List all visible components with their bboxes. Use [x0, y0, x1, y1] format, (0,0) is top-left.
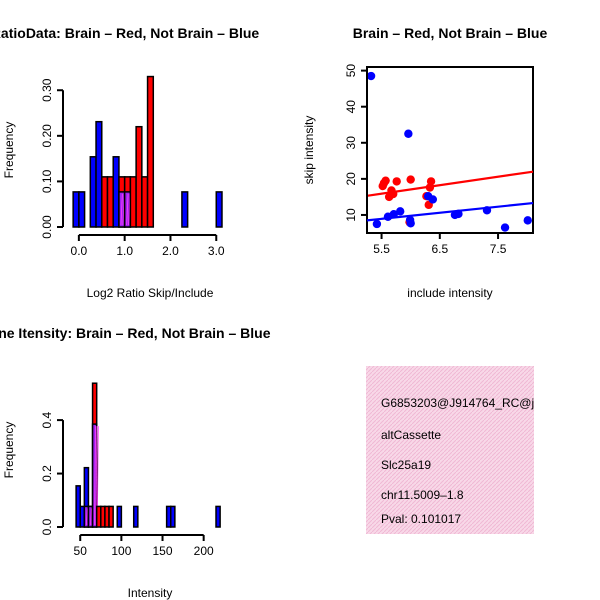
scatter-point-notbrain [454, 209, 463, 219]
intensity-histogram-bars [75, 382, 221, 528]
scatter-point-notbrain [389, 210, 398, 219]
ratio-bar-brain [101, 176, 109, 228]
intensity-y-tick-label: 0.0 [40, 518, 54, 535]
scatter-ylabel: skip intensity [302, 116, 316, 185]
intensity-histogram-xlabel: Intensity [128, 586, 173, 600]
ratio-overlap-hatch [126, 193, 129, 226]
ratio-y-tick-label: 0.10 [40, 169, 54, 193]
scatter-y-tick-label: 50 [344, 64, 358, 78]
intensity-bar-notbrain [132, 505, 139, 528]
ratio-bar-brain [141, 176, 149, 228]
intensity-y-tick-label: 0.4 [40, 411, 54, 428]
ratio-histogram-panel: RatioData: Brain – Red, Not Brain – Blue… [0, 25, 259, 300]
info-location: chr11.5009–1.8 [381, 488, 464, 502]
ratio-bar-brain [146, 75, 155, 228]
info-panel-background [366, 366, 534, 534]
info-probe-id: G6853203@J914764_RC@j_at [381, 396, 551, 410]
scatter-point-brain [426, 177, 436, 186]
ratio-histogram-title: RatioData: Brain – Red, Not Brain – Blue [0, 25, 259, 41]
scatter-xlabel: include intensity [407, 286, 492, 300]
scatter-x-tick-label: 5.5 [373, 242, 390, 256]
ratio-bar-brain [135, 125, 143, 228]
intensity-histogram-ylabel: Frequency [2, 422, 16, 479]
info-event-type: altCassette [381, 428, 441, 442]
ratio-histogram-axes: 0.0 1.0 2.0 3.0 0.00 0.10 0.20 0.30 [40, 78, 225, 258]
scatter-point-brain [406, 175, 415, 184]
ratio-histogram-ylabel: Frequency [2, 122, 16, 179]
scatter-y-tick-label: 10 [344, 208, 358, 222]
intensity-x-tick-label: 200 [194, 544, 214, 558]
intensity-x-tick-label: 100 [111, 544, 131, 558]
scatter-point-notbrain [482, 206, 492, 215]
scatter-point-notbrain [523, 216, 532, 225]
intensity-x-tick-label: 50 [74, 544, 88, 558]
scatter-axes: 5.5 6.5 7.5 10 20 30 40 50 [344, 64, 507, 256]
ratio-bar-notbrain [112, 156, 120, 228]
intensity-histogram-title: Gene Itensity: Brain – Red, Not Brain – … [0, 325, 271, 341]
ratio-x-tick-label: 3.0 [208, 244, 225, 258]
ratio-bar-notbrain [78, 191, 86, 228]
scatter-y-tick-label: 30 [344, 136, 358, 150]
intensity-bar-notbrain [170, 505, 176, 528]
scatter-plot-frame [366, 66, 534, 234]
ratio-y-tick-label: 0.20 [40, 124, 54, 148]
intensity-histogram-panel: Gene Itensity: Brain – Red, Not Brain – … [0, 325, 271, 600]
ratio-overlap-hatch [120, 193, 123, 226]
scatter-point-brain [381, 176, 390, 185]
intensity-bar-brain [108, 505, 114, 528]
info-pval: Pval: 0.101017 [381, 512, 461, 526]
scatter-point-brain [389, 189, 398, 199]
scatter-title: Brain – Red, Not Brain – Blue [353, 25, 548, 41]
intensity-histogram-axes: 50 100 150 200 0.0 0.2 0.4 [40, 411, 214, 558]
scatter-x-tick-label: 7.5 [490, 242, 507, 256]
ratio-bar-notbrain [215, 191, 223, 228]
ratio-bar-notbrain [95, 120, 103, 228]
intensity-bar-notbrain [215, 505, 221, 528]
scatter-y-tick-label: 20 [344, 172, 358, 186]
intensity-x-tick-label: 150 [153, 544, 173, 558]
ratio-bar-brain [106, 176, 114, 228]
scatter-point-notbrain [396, 207, 405, 216]
scatter-points [366, 71, 532, 232]
scatter-point-brain [392, 177, 401, 186]
scatter-point-notbrain [404, 129, 413, 138]
intensity-y-tick-label: 0.2 [40, 465, 54, 482]
scatter-x-tick-label: 6.5 [431, 242, 448, 256]
scatter-point-notbrain [406, 219, 415, 228]
intensity-overlap-hatch [85, 508, 88, 526]
ratio-bar-notbrain [89, 156, 97, 228]
ratio-histogram-bars [72, 75, 223, 228]
scatter-y-tick-label: 40 [344, 100, 358, 114]
scatter-panel: Brain – Red, Not Brain – Blue 5.5 6.5 7.5 1… [302, 25, 547, 300]
ratio-bar-notbrain [72, 191, 80, 228]
intensity-overlap-hatch [94, 426, 97, 526]
scatter-point-notbrain [372, 219, 382, 229]
ratio-y-tick-label: 0.30 [40, 78, 54, 102]
intensity-overlap-hatch [90, 508, 92, 526]
scatter-point-notbrain [366, 71, 376, 81]
scatter-point-notbrain [428, 195, 438, 204]
ratio-bar-brain [129, 176, 137, 228]
ratio-x-tick-label: 0.0 [71, 244, 88, 258]
ratio-bar-notbrain [181, 191, 189, 228]
ratio-x-tick-label: 1.0 [116, 244, 133, 258]
ratio-y-tick-label: 0.00 [40, 215, 54, 239]
scatter-point-notbrain [500, 223, 510, 232]
ratio-histogram-xlabel: Log2 Ratio Skip/Include [87, 286, 214, 300]
intensity-bar-notbrain [116, 505, 123, 528]
ratio-x-tick-label: 2.0 [162, 244, 179, 258]
info-gene-name: Slc25a19 [381, 458, 431, 472]
info-panel: G6853203@J914764_RC@j_at altCassette Slc… [366, 366, 551, 534]
